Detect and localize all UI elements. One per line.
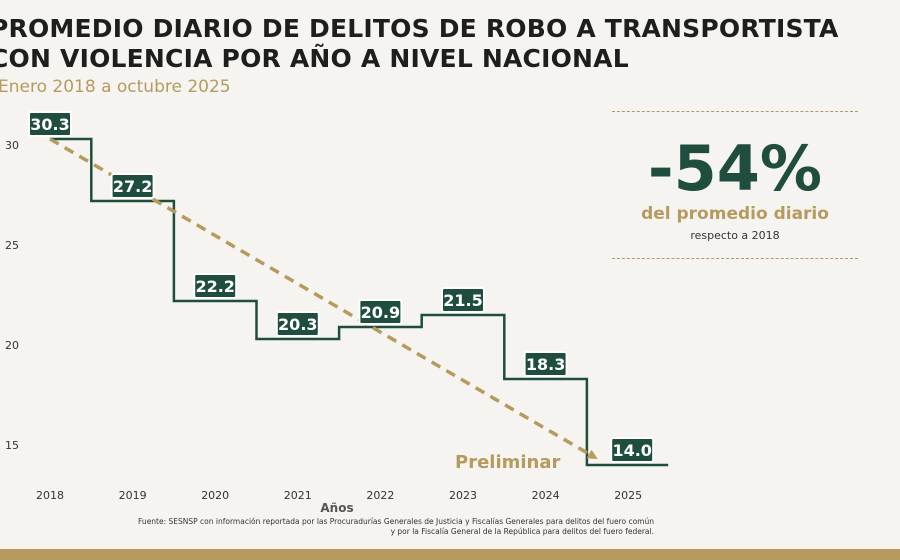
x-tick-label: 2023 bbox=[449, 489, 477, 502]
data-label-value: 27.2 bbox=[113, 177, 152, 196]
source-line-1: Fuente: SESNSP con información reportada… bbox=[138, 517, 654, 526]
data-label: 27.2 bbox=[110, 173, 155, 199]
kpi-sublabel: respecto a 2018 bbox=[690, 229, 780, 242]
x-tick-label: 2020 bbox=[201, 489, 229, 502]
data-label-value: 21.5 bbox=[443, 291, 482, 310]
kpi-label: del promedio diario bbox=[641, 204, 829, 224]
data-label-box bbox=[441, 287, 485, 313]
data-label-value: 22.2 bbox=[195, 277, 234, 296]
data-label-value: 20.9 bbox=[361, 303, 400, 322]
data-label-box bbox=[358, 299, 403, 325]
data-label-box bbox=[110, 173, 155, 199]
chart-title-line-1: PROMEDIO DIARIO DE DELITOS DE ROBO A TRA… bbox=[0, 14, 839, 43]
data-label: 21.5 bbox=[441, 287, 485, 313]
data-label-value: 18.3 bbox=[526, 355, 565, 374]
data-label: 22.2 bbox=[193, 273, 238, 299]
data-label-box bbox=[275, 311, 320, 337]
data-label-value: 14.0 bbox=[612, 441, 651, 460]
x-axis-title: Años bbox=[320, 501, 353, 515]
x-tick-label: 2024 bbox=[532, 489, 560, 502]
x-tick-label: 2018 bbox=[36, 489, 64, 502]
chart-title: PROMEDIO DIARIO DE DELITOS DE ROBO A TRA… bbox=[0, 14, 839, 74]
y-tick-label: 15 bbox=[5, 439, 19, 452]
data-label-value: 20.3 bbox=[278, 315, 317, 334]
data-label: 14.0 bbox=[610, 437, 655, 463]
footer-bar bbox=[0, 549, 900, 560]
data-label-value: 30.3 bbox=[30, 115, 69, 134]
y-tick-label: 25 bbox=[5, 239, 19, 252]
x-tick-label: 2025 bbox=[614, 489, 642, 502]
source-line-2: y por la Fiscalía General de la Repúblic… bbox=[390, 527, 654, 536]
data-label-box bbox=[523, 351, 568, 377]
preliminary-annotation: Preliminar bbox=[455, 452, 561, 473]
chart-subtitle: Enero 2018 a octubre 2025 bbox=[0, 77, 231, 97]
chart-title-line-2: CON VIOLENCIA POR AÑO A NIVEL NACIONAL bbox=[0, 44, 629, 73]
data-label: 20.9 bbox=[358, 299, 403, 325]
kpi-value: -54% bbox=[647, 132, 823, 205]
x-tick-label: 2021 bbox=[284, 489, 312, 502]
x-tick-label: 2019 bbox=[119, 489, 147, 502]
data-label: 30.3 bbox=[28, 111, 72, 137]
data-label-box bbox=[610, 437, 655, 463]
data-label-box bbox=[193, 273, 238, 299]
y-tick-label: 30 bbox=[5, 139, 19, 152]
x-tick-label: 2022 bbox=[366, 489, 394, 502]
data-label: 18.3 bbox=[523, 351, 568, 377]
data-label-box bbox=[28, 111, 72, 137]
kpi-divider-top bbox=[612, 111, 858, 112]
source-note: Fuente: SESNSP con información reportada… bbox=[138, 517, 654, 537]
y-tick-label: 20 bbox=[5, 339, 19, 352]
series-step-line bbox=[50, 137, 669, 467]
data-label: 20.3 bbox=[275, 311, 320, 337]
kpi-divider-bottom bbox=[612, 258, 858, 259]
